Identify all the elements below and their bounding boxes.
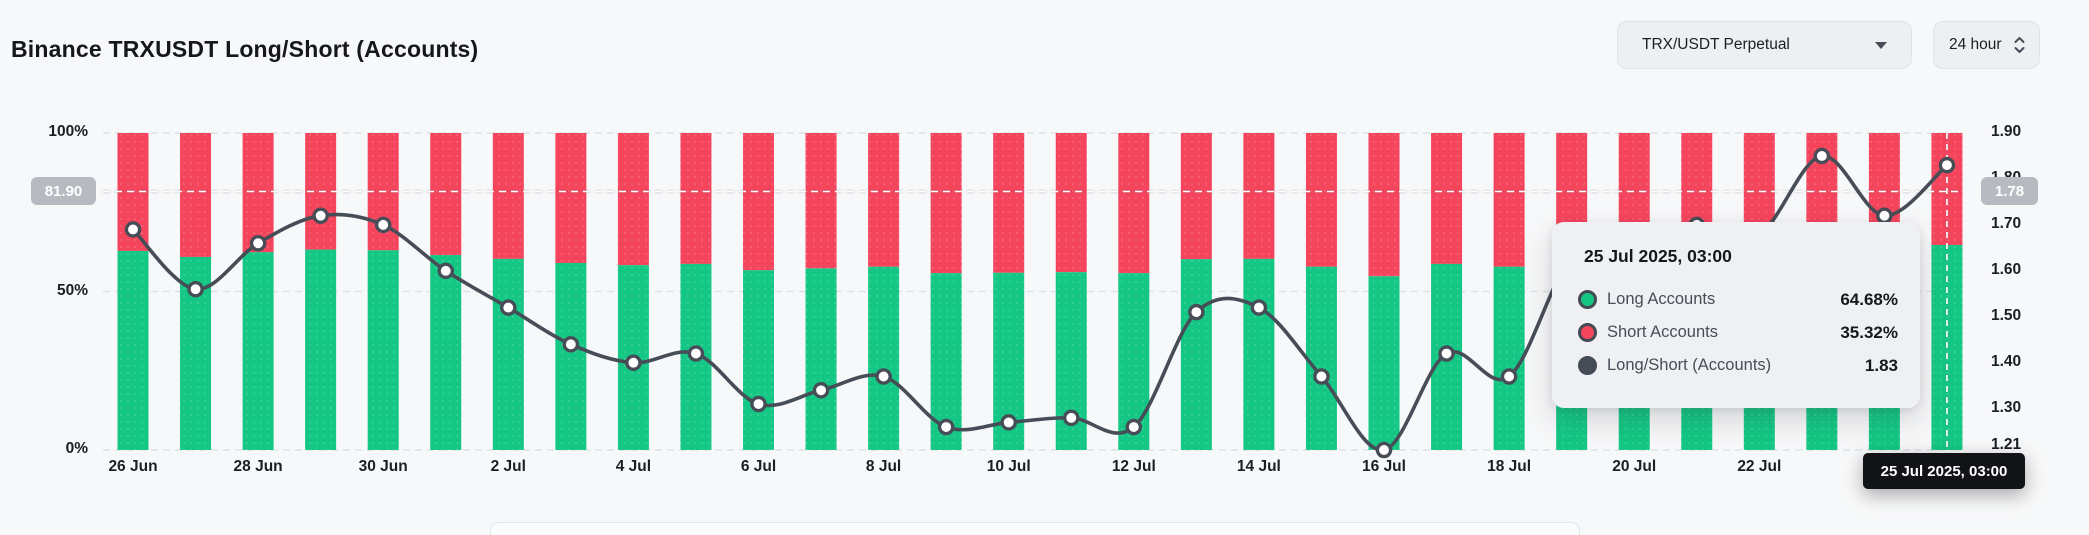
right-axis-tick: 1.40	[1991, 352, 2022, 370]
bar-texture	[1055, 133, 1087, 450]
ratio-point-marker[interactable]	[1438, 345, 1455, 362]
bar-texture	[1305, 133, 1337, 450]
right-axis-tick: 1.70	[1991, 214, 2022, 232]
interval-select[interactable]: 24 hour	[1933, 21, 2040, 69]
x-axis-tick: 8 Jul	[865, 458, 902, 475]
tooltip-label: Long Accounts	[1607, 290, 1716, 308]
tooltip-row-long: Long Accounts 64.68%	[1578, 283, 1898, 316]
bar-texture	[805, 133, 837, 450]
bar-texture	[1243, 133, 1275, 450]
ratio-point-marker[interactable]	[374, 216, 392, 234]
bar-texture	[305, 133, 337, 450]
bar-texture	[1118, 133, 1150, 450]
bar-texture	[993, 133, 1025, 450]
crosshair-date-pill: 25 Jul 2025, 03:00	[1863, 453, 2025, 489]
ratio-point-marker[interactable]	[1876, 207, 1893, 224]
short-accounts-marker-icon	[1578, 323, 1597, 342]
x-axis-tick: 30 Jun	[358, 458, 408, 475]
crosshair-left-value-badge: 81.90	[31, 177, 96, 205]
bar-texture	[868, 133, 900, 450]
left-axis-tick: 50%	[56, 281, 88, 299]
x-axis-tick: 22 Jul	[1737, 458, 1782, 475]
pair-select[interactable]: TRX/USDT Perpetual	[1617, 21, 1912, 69]
ratio-point-marker[interactable]	[937, 418, 955, 436]
ratio-point-marker[interactable]	[1250, 299, 1268, 316]
long-accounts-marker-icon	[1578, 290, 1597, 309]
ratio-point-marker[interactable]	[1125, 418, 1143, 436]
tooltip-row-short: Short Accounts 35.32%	[1578, 316, 1898, 349]
ratio-point-marker[interactable]	[1938, 156, 1956, 174]
x-axis-tick: 28 Jun	[233, 458, 283, 475]
ratio-point-marker[interactable]	[124, 221, 142, 238]
ratio-point-marker[interactable]	[1000, 414, 1017, 431]
chart-tooltip: 25 Jul 2025, 03:00 Long Accounts 64.68% …	[1552, 222, 1920, 408]
ratio-point-marker[interactable]	[249, 235, 267, 252]
x-axis-tick: 2 Jul	[490, 458, 526, 475]
right-axis-tick: 1.21	[1991, 436, 2022, 453]
bar-texture	[1180, 133, 1212, 450]
ratio-point-marker[interactable]	[625, 354, 642, 371]
bar-texture	[430, 133, 462, 450]
ratio-point-marker[interactable]	[1313, 368, 1330, 385]
tooltip-row-ratio: Long/Short (Accounts) 1.83	[1578, 349, 1898, 382]
tooltip-date: 25 Jul 2025, 03:00	[1584, 246, 1732, 266]
crosshair-right-value-badge: 1.78	[1981, 177, 2038, 205]
x-axis-tick: 6 Jul	[740, 458, 777, 475]
bar-texture	[1431, 133, 1463, 450]
bar-texture	[367, 133, 399, 450]
ratio-point-marker[interactable]	[687, 345, 705, 362]
tooltip-label: Long/Short (Accounts)	[1607, 356, 1772, 374]
ratio-point-marker[interactable]	[437, 262, 454, 280]
bar-texture	[117, 133, 149, 450]
ratio-point-marker[interactable]	[562, 336, 580, 353]
page-title: Binance TRXUSDT Long/Short (Accounts)	[11, 36, 479, 62]
x-axis-tick: 14 Jul	[1236, 458, 1281, 475]
ratio-point-marker[interactable]	[500, 299, 517, 316]
bar-texture	[1368, 133, 1400, 450]
x-axis-tick: 20 Jul	[1612, 458, 1657, 475]
bar-texture	[680, 133, 712, 450]
ratio-point-marker[interactable]	[875, 368, 892, 385]
x-axis-tick: 10 Jul	[986, 458, 1031, 475]
ratio-point-marker[interactable]	[812, 382, 830, 399]
ratio-point-marker[interactable]	[1500, 368, 1518, 385]
left-axis-tick: 0%	[65, 440, 88, 457]
chevron-up-down-icon	[2013, 34, 2026, 56]
right-axis-tick: 1.60	[1991, 260, 2022, 278]
chevron-down-icon	[1875, 41, 1887, 49]
bar-texture	[492, 133, 524, 450]
interval-select-value: 24 hour	[1949, 36, 2002, 53]
x-axis-tick: 18 Jul	[1487, 458, 1532, 475]
bar-texture	[555, 133, 587, 450]
left-axis-tick: 100%	[48, 123, 88, 140]
ratio-point-marker[interactable]	[1188, 303, 1205, 321]
bar-texture	[242, 133, 274, 450]
tooltip-value: 64.68%	[1840, 289, 1898, 309]
long-short-ratio-marker-icon	[1578, 356, 1597, 375]
right-axis-tick: 1.30	[1991, 398, 2022, 416]
x-axis-tick: 16 Jul	[1362, 458, 1406, 475]
pair-select-value: TRX/USDT Perpetual	[1642, 36, 1790, 53]
bar-texture	[617, 133, 649, 450]
x-axis-tick: 26 Jun	[108, 458, 158, 475]
ratio-point-marker[interactable]	[312, 207, 329, 224]
ratio-point-marker[interactable]	[1813, 147, 1831, 165]
tooltip-value: 1.83	[1864, 355, 1898, 375]
ratio-point-marker[interactable]	[187, 280, 204, 298]
ratio-point-marker[interactable]	[1063, 409, 1080, 427]
x-axis-tick: 4 Jul	[615, 458, 652, 475]
x-axis-tick: 12 Jul	[1111, 458, 1156, 475]
ratio-point-marker[interactable]	[1375, 441, 1393, 459]
tooltip-value: 35.32%	[1840, 322, 1898, 342]
tooltip-label: Short Accounts	[1607, 323, 1718, 341]
bar-texture	[1493, 133, 1525, 450]
right-axis-tick: 1.90	[1991, 123, 2022, 140]
bar-texture	[930, 133, 962, 450]
ratio-point-marker[interactable]	[750, 395, 767, 413]
right-axis-tick: 1.50	[1991, 306, 2022, 324]
